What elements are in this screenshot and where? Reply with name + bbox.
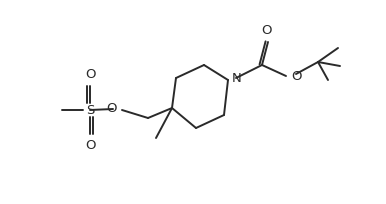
Text: O: O — [291, 70, 301, 82]
Text: O: O — [107, 102, 117, 115]
Text: O: O — [262, 24, 272, 37]
Text: O: O — [85, 139, 95, 152]
Text: O: O — [85, 68, 95, 81]
Text: S: S — [86, 103, 94, 116]
Text: N: N — [232, 72, 242, 85]
